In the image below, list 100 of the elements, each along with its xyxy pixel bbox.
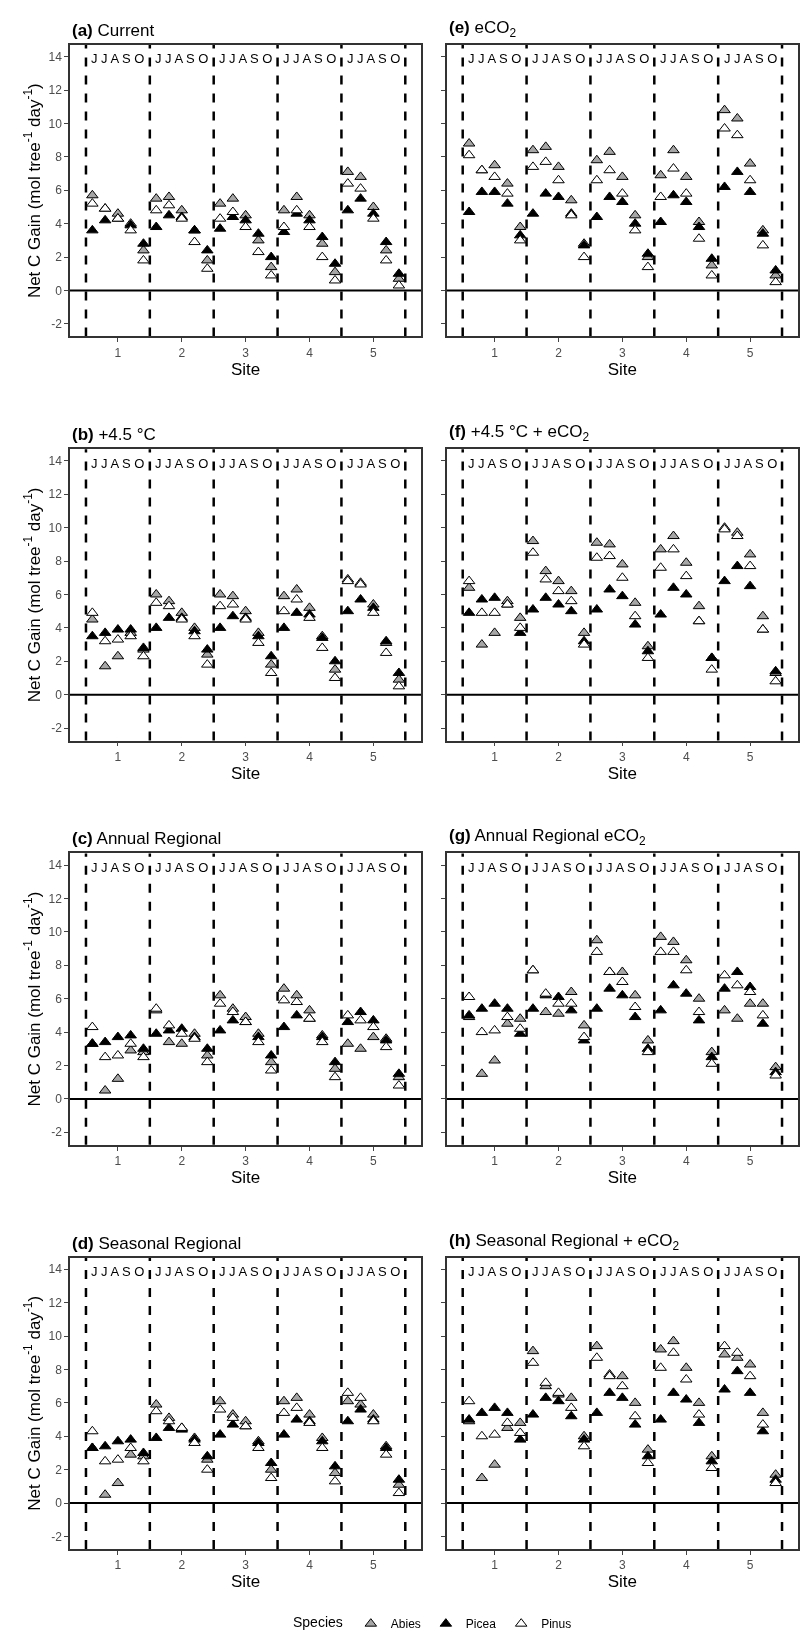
x-tick-label: 2	[178, 345, 186, 360]
y-tick-label: -2	[51, 721, 63, 736]
y-tick-label: 4	[55, 1025, 63, 1040]
y-tick-label: 14	[48, 49, 63, 64]
y-tick-label: 6	[55, 183, 63, 198]
chart-title: (a) Current	[72, 21, 155, 40]
annotation: J J A S O	[219, 1264, 273, 1279]
annotation: J J A S O	[347, 860, 401, 875]
y-tick-label: -2	[51, 1125, 63, 1140]
annotation: J J A S O	[283, 51, 337, 66]
x-tick-label: 5	[370, 1153, 378, 1168]
x-tick-label: 3	[619, 345, 627, 360]
x-axis-title: Site	[230, 763, 261, 783]
annotation: J J A S O	[155, 456, 209, 471]
x-tick-label: 3	[242, 749, 250, 764]
annotation: J J A S O	[219, 860, 273, 875]
annotation: J J A S O	[660, 860, 714, 875]
x-tick-label: 1	[491, 749, 499, 764]
chart-title: (g) Annual Regional eCO$_{2}$	[449, 826, 646, 848]
y-tick-label: 6	[55, 991, 63, 1006]
chart-title: (b) +4.5 °C	[72, 425, 156, 444]
annotation: J J A S O	[91, 456, 145, 471]
x-tick-label: 1	[114, 749, 122, 764]
x-tick-label: 1	[114, 345, 122, 360]
y-tick-label: 14	[48, 454, 63, 469]
y-tick-label: 0	[55, 1496, 63, 1511]
y-tick-label: 12	[48, 1295, 63, 1310]
x-tick-label: 5	[370, 1558, 378, 1573]
x-tick-label: 4	[306, 749, 314, 764]
annotation: J J A S O	[347, 456, 401, 471]
y-tick-label: 10	[48, 1329, 63, 1344]
x-tick-label: 4	[682, 1558, 690, 1573]
x-tick-label: 4	[306, 1153, 314, 1168]
x-tick-label: 2	[555, 749, 563, 764]
x-tick-label: 5	[746, 1153, 754, 1168]
x-axis-title: Site	[230, 359, 261, 379]
x-tick-label: 4	[306, 345, 314, 360]
annotation: J J A S O	[596, 1264, 650, 1279]
annotation: J J A S O	[532, 1264, 586, 1279]
x-tick-label: 2	[555, 345, 563, 360]
x-tick-label: 4	[682, 749, 690, 764]
annotation: J J A S O	[283, 860, 337, 875]
x-tick-label: 3	[619, 749, 627, 764]
annotation: J J A S O	[596, 456, 650, 471]
y-tick-label: -2	[51, 317, 63, 332]
y-tick-label: 0	[55, 283, 63, 298]
x-axis-title: Site	[607, 1167, 638, 1187]
y-tick-label: 10	[48, 116, 63, 131]
chart-title: (c) Annual Regional	[72, 829, 222, 848]
y-tick-label: 10	[48, 520, 63, 535]
y-tick-label: 0	[55, 687, 63, 702]
y-tick-label: 2	[55, 1462, 63, 1477]
x-tick-label: 2	[178, 749, 186, 764]
x-tick-label: 3	[619, 1558, 627, 1573]
annotation: J J A S O	[468, 860, 522, 875]
annotation: J J A S O	[91, 860, 145, 875]
y-tick-label: 2	[55, 1058, 63, 1073]
x-tick-label: 5	[746, 749, 754, 764]
y-tick-label: 6	[55, 587, 63, 602]
annotation: J J A S O	[347, 51, 401, 66]
x-tick-label: 3	[242, 1558, 250, 1573]
annotation: J J A S O	[219, 456, 273, 471]
chart-title: (h) Seasonal Regional + eCO$_{2}$	[449, 1231, 680, 1253]
x-axis-title: Site	[230, 1572, 261, 1592]
x-tick-label: 5	[370, 345, 378, 360]
y-tick-label: 12	[48, 83, 63, 98]
annotation: J J A S O	[532, 456, 586, 471]
y-tick-label: 10	[48, 925, 63, 940]
legend-label: Pinus	[541, 1617, 572, 1632]
y-tick-label: 4	[55, 621, 63, 636]
x-tick-label: 2	[178, 1153, 186, 1168]
annotation: J J A S O	[347, 1264, 401, 1279]
y-tick-label: 8	[55, 1362, 63, 1377]
annotation: J J A S O	[724, 860, 778, 875]
annotation: J J A S O	[219, 51, 273, 66]
x-tick-label: 4	[306, 1558, 314, 1573]
annotation: J J A S O	[155, 1264, 209, 1279]
x-tick-label: 2	[555, 1153, 563, 1168]
annotation: J J A S O	[660, 51, 714, 66]
y-tick-label: 14	[48, 858, 63, 873]
annotation: J J A S O	[660, 456, 714, 471]
y-tick-label: 4	[55, 216, 63, 231]
x-tick-label: 3	[242, 345, 250, 360]
legend-label: Picea	[465, 1617, 497, 1632]
y-tick-label: 6	[55, 1396, 63, 1411]
x-axis-title: Site	[607, 1572, 638, 1592]
annotation: J J A S O	[468, 51, 522, 66]
chart-title: (f) +4.5 °C + eCO$_{2}$	[449, 422, 590, 444]
annotation: J J A S O	[596, 51, 650, 66]
x-tick-label: 1	[491, 345, 499, 360]
x-tick-label: 1	[114, 1153, 122, 1168]
y-tick-label: 8	[55, 958, 63, 973]
x-tick-label: 2	[555, 1558, 563, 1573]
annotation: J J A S O	[724, 51, 778, 66]
y-tick-label: 0	[55, 1092, 63, 1107]
annotation: J J A S O	[155, 51, 209, 66]
x-tick-label: 4	[682, 345, 690, 360]
annotation: J J A S O	[596, 860, 650, 875]
annotation: J J A S O	[91, 51, 145, 66]
y-tick-label: 8	[55, 150, 63, 165]
